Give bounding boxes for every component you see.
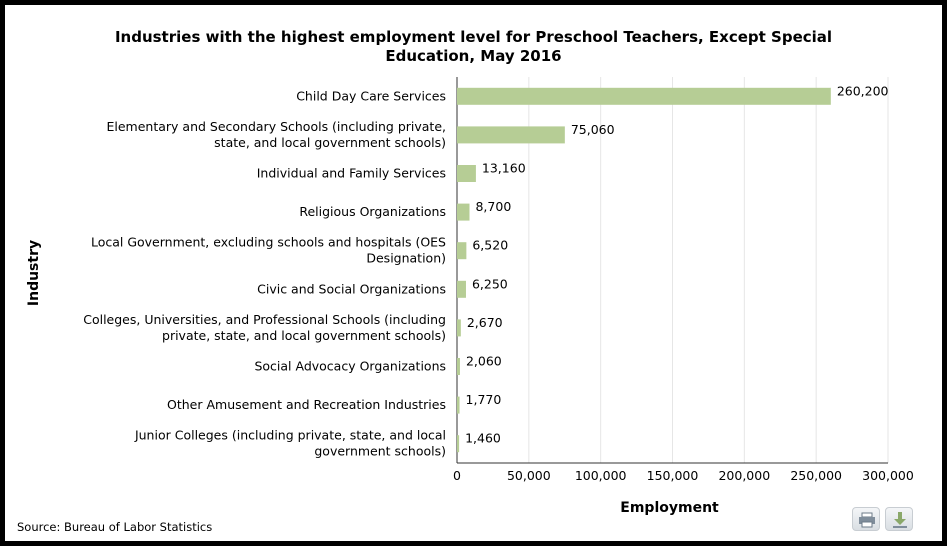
- data-label: 75,060: [571, 122, 615, 137]
- bar: [457, 435, 460, 453]
- print-button[interactable]: [852, 507, 880, 531]
- download-button[interactable]: [885, 507, 913, 531]
- x-tick-label: 50,000: [507, 468, 551, 483]
- category-label: Social Advocacy Organizations: [254, 359, 446, 374]
- x-axis-title: Employment: [620, 500, 719, 516]
- y-axis-title: Industry: [26, 240, 42, 306]
- data-label: 1,460: [465, 431, 501, 446]
- bar: [457, 87, 831, 105]
- data-label: 8,700: [475, 199, 511, 214]
- category-label: Elementary and Secondary Schools (includ…: [106, 119, 446, 134]
- bar-chart: 0 50,000 100,000 150,000 200,000 250,000 300,0…: [26, 77, 914, 516]
- category-label: private, state, and local government sch…: [162, 328, 446, 343]
- category-label: Designation): [366, 251, 446, 266]
- bar: [457, 203, 470, 221]
- source-note: Source: Bureau of Labor Statistics: [17, 520, 213, 534]
- category-label: Child Day Care Services: [296, 88, 446, 103]
- bar: [457, 242, 467, 260]
- bar: [457, 165, 476, 182]
- bar: [457, 319, 461, 337]
- chart-frame: Industries with the highest employment l…: [5, 5, 942, 541]
- x-tick-label: 0: [453, 468, 461, 483]
- category-label: state, and local government schools): [214, 135, 446, 150]
- x-tick-label: 250,000: [790, 468, 842, 483]
- x-tick-label: 300,000: [862, 468, 914, 483]
- category-label: government schools): [314, 444, 446, 459]
- category-label: Local Government, excluding schools and …: [91, 235, 446, 250]
- download-icon: [893, 512, 907, 528]
- data-label: 6,520: [472, 238, 508, 253]
- print-icon: [859, 512, 875, 528]
- bar: [457, 396, 460, 414]
- data-label: 2,060: [466, 354, 502, 369]
- category-label: Other Amusement and Recreation Industrie…: [167, 397, 446, 412]
- x-tick-label: 100,000: [575, 468, 627, 483]
- x-tick-label: 150,000: [647, 468, 699, 483]
- category-label: Junior Colleges (including private, stat…: [134, 428, 446, 443]
- category-label: Civic and Social Organizations: [257, 281, 446, 296]
- chart-title-line-1: Industries with the highest employment l…: [114, 28, 833, 46]
- data-label: 2,670: [467, 315, 503, 330]
- category-label: Colleges, Universities, and Professional…: [83, 312, 446, 327]
- data-label: 1,770: [466, 392, 502, 407]
- chart-title-line-2: Education, May 2016: [385, 47, 562, 65]
- x-tick-label: 200,000: [718, 468, 770, 483]
- category-label: Individual and Family Services: [257, 166, 446, 181]
- bar: [457, 358, 460, 375]
- bar: [457, 126, 565, 144]
- data-label: 260,200: [837, 83, 889, 98]
- category-label: Religious Organizations: [299, 204, 446, 219]
- data-label: 6,250: [472, 276, 508, 291]
- data-label: 13,160: [482, 161, 526, 176]
- chart-title: Industries with the highest employment l…: [5, 28, 942, 66]
- bar: [457, 280, 466, 298]
